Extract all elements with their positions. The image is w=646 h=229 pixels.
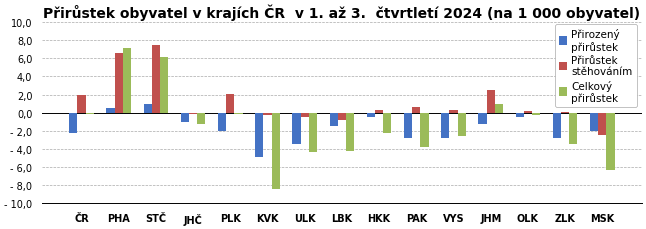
Bar: [561, 112, 569, 113]
Bar: [114, 54, 123, 113]
Bar: [598, 113, 607, 136]
Bar: [404, 113, 412, 138]
Bar: [383, 113, 391, 134]
Bar: [495, 104, 503, 113]
Bar: [264, 113, 271, 116]
Bar: [338, 113, 346, 120]
Bar: [181, 113, 189, 122]
Bar: [78, 96, 86, 113]
Bar: [450, 110, 457, 113]
Bar: [367, 113, 375, 118]
Legend: Přirozený
přirůstek, Přirůstek
stěhováním, Celkový
přirůstek: Přirozený přirůstek, Přirůstek stěhování…: [554, 25, 636, 108]
Bar: [441, 113, 450, 138]
Bar: [516, 113, 524, 118]
Bar: [293, 113, 300, 145]
Bar: [300, 113, 309, 118]
Bar: [412, 108, 421, 113]
Bar: [197, 113, 205, 124]
Bar: [123, 49, 131, 113]
Bar: [271, 113, 280, 189]
Bar: [86, 113, 94, 115]
Bar: [375, 110, 383, 113]
Bar: [152, 46, 160, 113]
Bar: [553, 113, 561, 138]
Bar: [226, 94, 234, 113]
Bar: [421, 113, 428, 147]
Bar: [69, 113, 78, 133]
Bar: [346, 113, 354, 151]
Bar: [107, 109, 114, 113]
Bar: [143, 104, 152, 113]
Bar: [218, 113, 226, 131]
Bar: [524, 111, 532, 113]
Bar: [479, 113, 486, 125]
Bar: [532, 113, 540, 116]
Bar: [569, 113, 578, 145]
Bar: [234, 113, 243, 114]
Bar: [486, 91, 495, 113]
Bar: [457, 113, 466, 136]
Bar: [160, 57, 168, 113]
Bar: [590, 113, 598, 131]
Bar: [255, 113, 264, 157]
Bar: [329, 113, 338, 127]
Title: Přirůstek obyvatel v krajích ČR  v 1. až 3.  čtvrtletí 2024 (na 1 000 obyvatel): Přirůstek obyvatel v krajích ČR v 1. až …: [43, 4, 640, 21]
Bar: [607, 113, 614, 170]
Bar: [189, 113, 197, 115]
Bar: [309, 113, 317, 153]
